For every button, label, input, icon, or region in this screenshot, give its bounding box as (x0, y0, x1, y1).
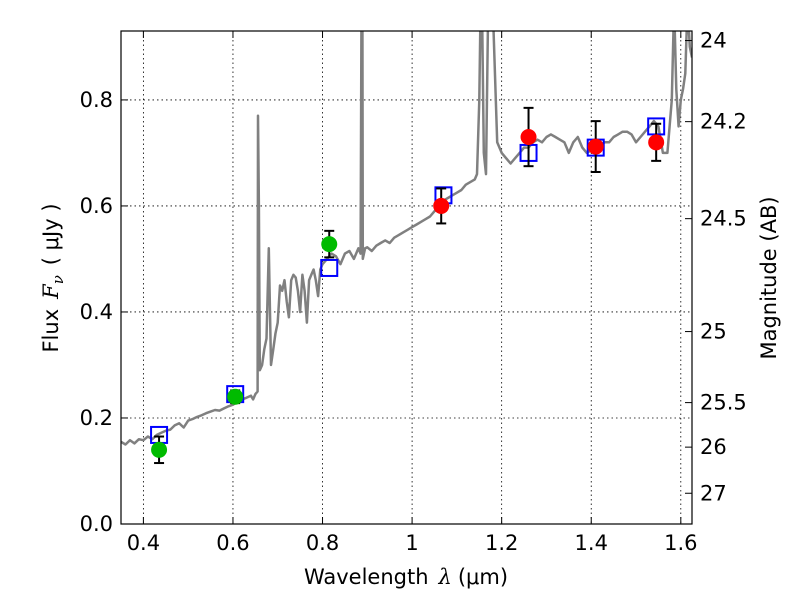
nir-point (587, 138, 604, 155)
optical-point (321, 236, 338, 253)
y2-tick-label: 25 (700, 320, 727, 344)
x-tick-label: 1.6 (664, 531, 697, 555)
y2-axis-title: Magnitude (AB) (757, 196, 781, 359)
y2-tick-label: 24 (700, 29, 727, 53)
y2-tick-label: 25.5 (700, 391, 747, 415)
nir-point (648, 134, 665, 151)
y-tick-label: 0.8 (80, 88, 113, 112)
optical-point (151, 441, 168, 458)
x-tick-label: 1 (405, 531, 418, 555)
y-tick-label: 0.4 (80, 300, 113, 324)
y-axis-subscript: ν (49, 275, 67, 284)
plot-background (121, 31, 692, 524)
plot-frame (120, 30, 693, 525)
optical-point (227, 388, 244, 405)
x-tick-label: 0.6 (216, 531, 249, 555)
y-axis-symbol: F (39, 283, 63, 300)
nir-point (520, 129, 537, 146)
model-square (320, 258, 339, 277)
x-axis-symbol: λ (438, 565, 452, 589)
y-tick-label: 0.2 (80, 406, 113, 430)
x-tick-label: 0.4 (127, 531, 160, 555)
x-tick-label: 0.8 (306, 531, 339, 555)
y-axis-title-text: Flux (39, 309, 63, 353)
y2-tick-label: 27 (700, 481, 727, 505)
x-axis-title-text: Wavelength (304, 565, 429, 589)
y2-tick-label: 24.2 (700, 110, 747, 134)
x-tick-label: 1.2 (485, 531, 518, 555)
tick-marks (121, 31, 692, 525)
nir-point (433, 197, 450, 214)
y-axis-unit: ( μJy ) (39, 203, 63, 265)
x-axis-unit: (μm) (458, 565, 508, 589)
y-axis-title: Flux Fν ( μJy ) (39, 203, 67, 352)
y-tick-label: 0.6 (80, 194, 113, 218)
y2-tick-label: 24.5 (700, 207, 747, 231)
plot-area (121, 31, 692, 465)
x-tick-label: 1.4 (575, 531, 608, 555)
y2-tick-label: 26 (700, 435, 727, 459)
y-tick-label: 0.0 (80, 512, 113, 536)
tick-labels: 0.4 0.6 0.8 1 1.2 1.4 1.6 0.0 0.2 0.4 0.6 0.8 24 24.2… (80, 29, 747, 555)
x-axis-title: Wavelength λ (μm) (304, 565, 508, 589)
